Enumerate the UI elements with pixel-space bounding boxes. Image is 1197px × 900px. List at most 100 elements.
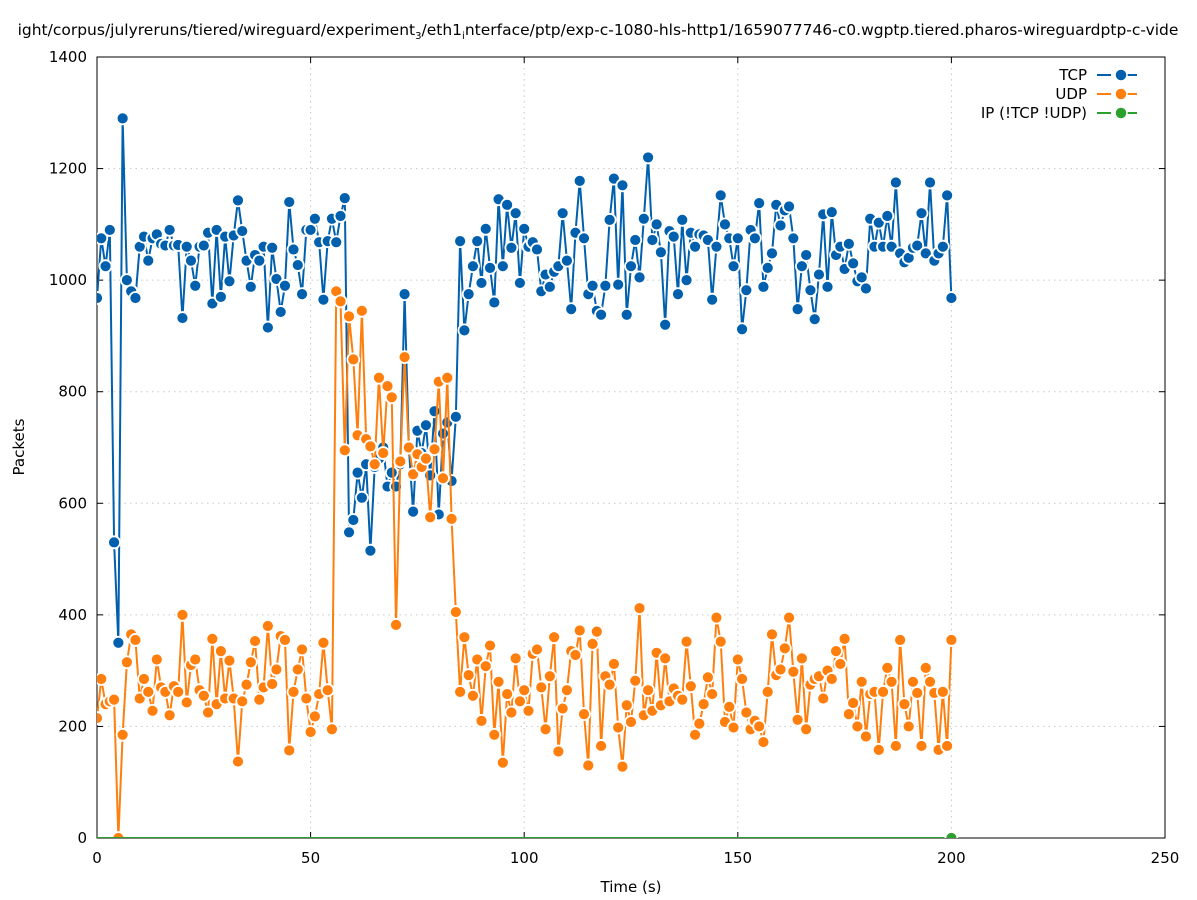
data-point	[517, 683, 532, 698]
data-point	[128, 291, 143, 305]
data-point	[675, 212, 690, 227]
data-point	[709, 610, 724, 625]
y-tick-label: 600	[58, 494, 87, 512]
data-point	[231, 754, 245, 769]
data-point	[111, 831, 126, 838]
chart-title: ight/corpus/julyreruns/tiered/wireguard/…	[18, 21, 1179, 42]
series-layer	[97, 111, 959, 838]
data-point	[692, 716, 707, 731]
data-point	[615, 178, 630, 193]
data-point	[184, 253, 198, 268]
data-point	[273, 305, 288, 319]
data-point	[854, 674, 869, 689]
data-point	[393, 454, 408, 469]
data-point	[231, 193, 245, 208]
data-point	[679, 273, 694, 288]
data-point	[120, 655, 134, 670]
data-point	[555, 206, 570, 221]
data-point	[901, 719, 916, 734]
data-point	[679, 634, 694, 649]
data-point	[466, 259, 480, 274]
data-point	[325, 722, 339, 737]
data-point	[453, 684, 468, 699]
data-point	[752, 719, 767, 734]
data-point	[683, 679, 698, 694]
data-point	[196, 238, 211, 253]
data-point	[722, 700, 737, 714]
data-point	[252, 692, 267, 707]
data-point	[542, 669, 557, 684]
data-point	[436, 471, 450, 486]
data-point	[615, 759, 630, 774]
data-point	[384, 390, 399, 405]
legend-label: TCP	[1058, 66, 1087, 84]
title-part: ight/corpus/julyreruns/tiered/wireguard/…	[18, 21, 416, 39]
data-point	[944, 831, 959, 838]
data-point	[179, 695, 194, 710]
data-point	[128, 633, 143, 647]
data-point	[179, 239, 194, 254]
title-part: i	[462, 31, 465, 42]
data-point	[688, 239, 702, 254]
data-point	[98, 259, 113, 274]
data-point	[235, 224, 250, 238]
data-point	[560, 683, 574, 698]
data-point	[718, 217, 732, 232]
data-point	[354, 303, 369, 318]
data-point	[880, 660, 895, 675]
y-axis-label: Packets	[10, 418, 28, 475]
data-point	[940, 188, 955, 203]
data-point	[384, 465, 399, 480]
data-point	[457, 323, 472, 338]
data-point	[282, 743, 297, 758]
data-point	[363, 543, 378, 558]
data-point	[303, 725, 318, 739]
data-point	[739, 283, 754, 298]
data-point	[222, 653, 237, 668]
data-point	[628, 233, 643, 247]
data-point	[560, 253, 574, 268]
data-point	[303, 223, 318, 237]
data-point	[120, 273, 134, 288]
data-point	[658, 651, 673, 666]
data-point	[188, 652, 203, 667]
data-point	[918, 660, 933, 675]
data-point	[461, 287, 476, 301]
data-point	[841, 707, 856, 722]
data-point	[577, 231, 591, 246]
y-tick-label: 800	[58, 383, 87, 401]
data-point	[799, 722, 814, 737]
data-point	[765, 246, 779, 261]
data-point	[547, 630, 562, 645]
legend-label: UDP	[1055, 85, 1087, 103]
data-point	[700, 670, 715, 685]
data-point	[171, 684, 186, 699]
data-point	[910, 238, 925, 253]
data-point	[457, 630, 472, 645]
data-point	[735, 322, 749, 337]
x-axis-label: Time (s)	[600, 878, 662, 896]
data-point	[876, 684, 890, 699]
data-point	[803, 283, 818, 298]
data-point	[474, 276, 489, 290]
y-tick-label: 400	[58, 606, 87, 624]
data-point	[316, 292, 331, 307]
data-point	[278, 278, 292, 293]
data-point	[572, 623, 587, 638]
data-point	[115, 727, 130, 742]
data-point	[354, 490, 369, 505]
title-part: nterface/ptp/exp-c-1080-hls-http1/165907…	[465, 21, 1179, 39]
data-point	[790, 302, 805, 317]
x-tick-label: 200	[937, 849, 966, 867]
data-point	[295, 642, 309, 657]
data-point	[923, 175, 937, 190]
data-point	[329, 235, 344, 250]
data-point	[145, 703, 160, 718]
data-point	[530, 642, 544, 657]
data-point	[427, 442, 442, 457]
data-point	[299, 691, 314, 706]
data-point	[893, 633, 908, 647]
series-udp	[97, 284, 959, 838]
data-point	[607, 657, 621, 671]
